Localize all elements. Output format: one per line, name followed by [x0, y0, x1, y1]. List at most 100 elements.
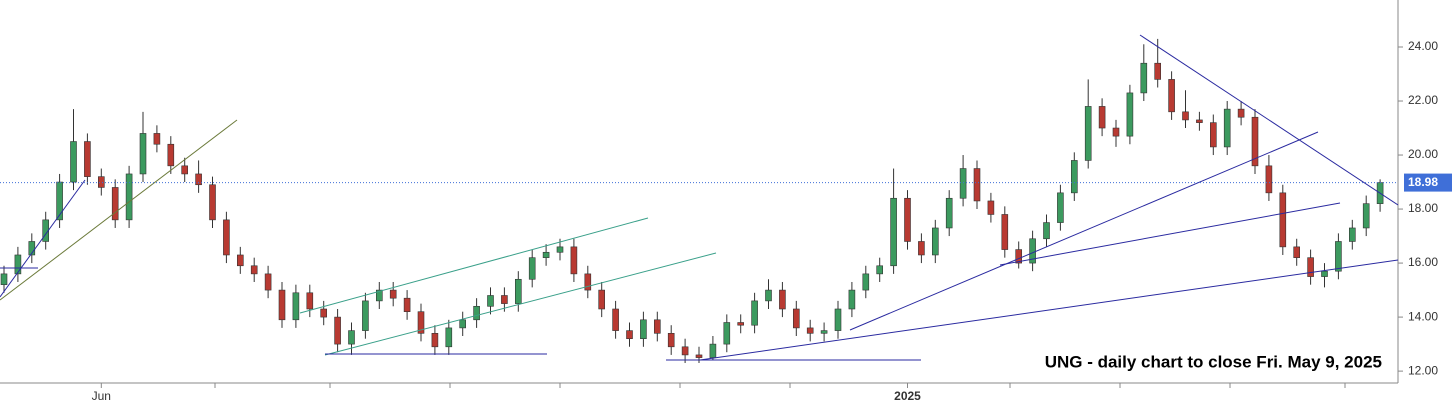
candle-body: [1279, 192, 1287, 248]
candle-body: [195, 173, 202, 186]
candle-body: [848, 289, 856, 310]
candle-body: [723, 322, 731, 345]
candle-body: [334, 316, 341, 345]
candle-body: [445, 327, 453, 348]
candle-body: [779, 289, 786, 310]
candle-body: [667, 333, 675, 348]
candle-body: [320, 308, 328, 318]
candle-body: [695, 354, 703, 358]
candle-body: [139, 133, 147, 175]
candle-body: [167, 143, 175, 167]
y-tick-label: 22.00: [1408, 93, 1438, 107]
candle-body: [389, 289, 397, 299]
candle-body: [514, 278, 522, 304]
x-tick-label: 2025: [894, 389, 921, 403]
candle-body: [1084, 106, 1092, 161]
candle-body: [237, 254, 244, 267]
candle-body: [1154, 62, 1161, 80]
candle-body: [250, 265, 258, 275]
candle-body: [501, 295, 508, 304]
candle-body: [862, 273, 870, 291]
candle-body: [918, 241, 925, 256]
candle-body: [278, 289, 286, 321]
candle-body: [84, 141, 91, 177]
candle-body: [1168, 79, 1175, 113]
candle-body: [528, 257, 536, 280]
trendlines: [0, 34, 1399, 361]
candle-body: [1307, 257, 1314, 277]
candle-body: [876, 265, 884, 275]
candle-body: [14, 254, 22, 275]
candle-body: [834, 308, 842, 331]
candle-body: [890, 197, 897, 267]
candle-body: [1265, 165, 1273, 194]
candle-body: [306, 292, 314, 310]
candle-body: [1140, 62, 1148, 94]
candle-body: [806, 327, 814, 334]
last-price-label: 18.98: [1408, 175, 1438, 189]
candle-body: [1251, 116, 1259, 167]
y-tick-label: 20.00: [1408, 147, 1438, 161]
candle-body: [792, 308, 800, 329]
candle-body: [362, 300, 369, 331]
candle-body: [1293, 246, 1300, 258]
last-price-box: [1404, 173, 1452, 192]
candle-body: [1071, 160, 1078, 194]
candle-body: [417, 311, 425, 334]
candle-body: [264, 273, 272, 291]
candle-body: [973, 168, 981, 202]
candle-body: [1237, 108, 1245, 118]
candle-body: [348, 330, 355, 345]
candle-body: [1223, 108, 1231, 148]
candle-body: [542, 251, 550, 258]
candle-body: [209, 184, 216, 221]
candle-body: [945, 197, 953, 229]
candle-body: [598, 289, 606, 310]
candle-body: [765, 289, 772, 302]
y-tick-label: 12.00: [1408, 363, 1438, 377]
candle-body: [56, 181, 63, 221]
candle-body: [403, 297, 411, 312]
candle-body: [709, 343, 717, 358]
candle-body: [431, 333, 439, 348]
candle-body: [487, 295, 494, 307]
candle-body: [28, 241, 36, 256]
candle-body: [626, 330, 633, 340]
candle-body: [223, 219, 230, 256]
x-tick-label: Jun: [92, 389, 111, 403]
candle-body: [375, 289, 383, 302]
candle-body: [931, 227, 939, 256]
candle-body: [681, 346, 689, 356]
candle-body: [737, 322, 745, 326]
candle-body: [1043, 222, 1050, 240]
candle-body: [959, 168, 967, 199]
candle-body: [1335, 241, 1342, 272]
candle-body: [1349, 227, 1356, 242]
candle-body: [987, 200, 995, 215]
y-tick-label: 24.00: [1408, 39, 1438, 53]
candle-body: [612, 308, 619, 331]
y-tick-label: 14.00: [1408, 309, 1438, 323]
candle-body: [1321, 270, 1328, 277]
candle-body: [0, 273, 8, 285]
candle-body: [181, 165, 188, 175]
candle-body: [1196, 119, 1203, 123]
y-tick-label: 18.00: [1408, 201, 1438, 215]
candle-body: [1057, 192, 1064, 223]
candle-body: [556, 246, 564, 253]
candle-body: [1098, 106, 1106, 129]
candle-body: [473, 305, 480, 321]
candle-body: [153, 133, 161, 145]
candle-body: [584, 273, 592, 291]
candle-body: [1182, 111, 1189, 121]
y-tick-label: 16.00: [1408, 255, 1438, 269]
candle-body: [820, 330, 828, 334]
candle-body: [751, 300, 758, 326]
candle-body: [125, 173, 133, 221]
candle-body: [1126, 92, 1134, 137]
candle-body: [653, 319, 661, 334]
candle-body: [70, 141, 77, 183]
candle-body: [1001, 214, 1009, 250]
